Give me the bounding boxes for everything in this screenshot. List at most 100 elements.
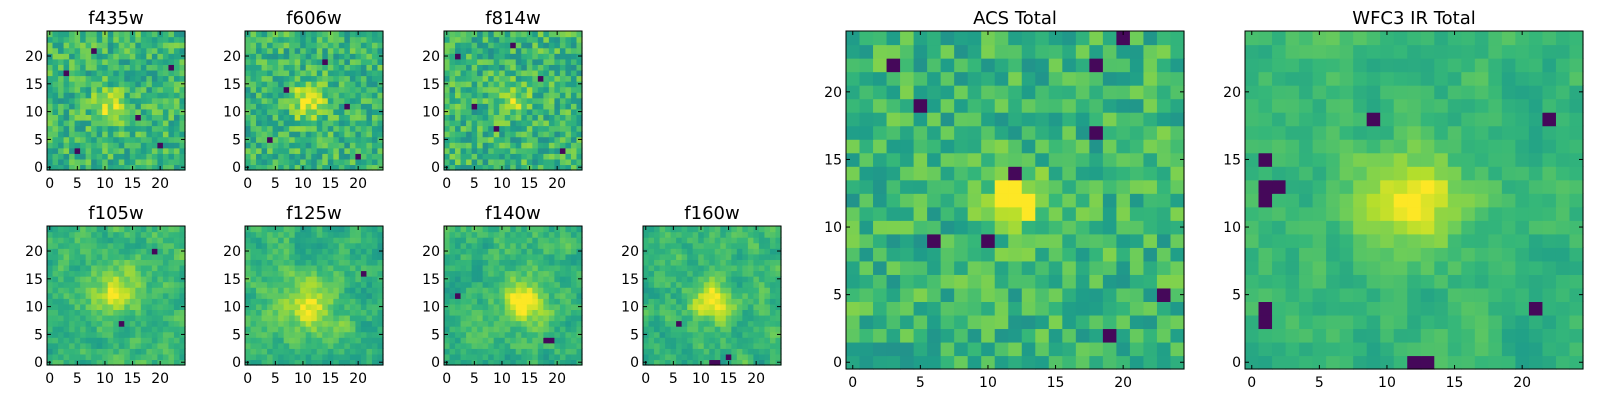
heatmap-cell (349, 231, 356, 238)
heatmap-cell (532, 81, 539, 88)
heatmap-cell (85, 92, 92, 99)
heatmap-cell (709, 359, 716, 366)
heatmap-cell (140, 42, 147, 49)
heatmap-cell (316, 259, 323, 266)
heatmap-cell (107, 326, 114, 333)
heatmap-cell (371, 153, 379, 160)
heatmap-cell (548, 314, 555, 322)
heatmap-cell (482, 298, 489, 305)
heatmap-cell (886, 152, 901, 167)
heatmap-cell (477, 309, 484, 316)
heatmap-cell (526, 253, 533, 260)
heatmap-cell (554, 36, 561, 43)
heatmap-cell (654, 298, 661, 305)
heatmap-cell (267, 248, 274, 255)
heatmap-cell (499, 147, 506, 154)
heatmap-cell (283, 131, 290, 138)
heatmap-cell (515, 276, 522, 283)
heatmap-cell (261, 114, 268, 121)
heatmap-cell (162, 248, 170, 255)
heatmap-cell (521, 103, 528, 110)
heatmap-cell (250, 142, 257, 149)
heatmap-cell (681, 264, 688, 272)
heatmap-cell (927, 355, 942, 370)
heatmap-cell (654, 331, 661, 338)
heatmap-cell (488, 309, 495, 316)
heatmap-cell (300, 153, 307, 160)
heatmap-cell (859, 301, 874, 316)
heatmap-cell (449, 342, 456, 349)
heatmap-cell (140, 142, 147, 149)
heatmap-cell (124, 136, 131, 143)
heatmap-cell (482, 248, 489, 255)
heatmap-cell (477, 264, 484, 272)
heatmap-cell (261, 81, 268, 88)
heatmap-cell (140, 226, 147, 233)
heatmap-cell (725, 276, 732, 283)
heatmap-cell (366, 103, 373, 110)
heatmap-cell (499, 281, 506, 288)
heatmap-cell (493, 287, 500, 294)
heatmap-cell (74, 108, 81, 115)
heatmap-cell (146, 348, 153, 355)
heatmap-cell (333, 242, 340, 249)
heatmap-cell (455, 303, 462, 310)
heatmap-cell (676, 303, 683, 310)
heatmap-cell (720, 259, 727, 266)
heatmap-cell (504, 237, 511, 244)
heatmap-cell (1143, 220, 1158, 235)
heatmap-cell (338, 31, 345, 38)
heatmap-cell (477, 226, 484, 233)
heatmap-cell (670, 342, 677, 349)
heatmap-cell (703, 231, 710, 238)
heatmap-cell (113, 309, 120, 316)
heatmap-cell (261, 164, 268, 171)
heatmap-cell (477, 331, 484, 338)
heatmap-cell (455, 114, 462, 121)
heatmap-cell (124, 147, 131, 154)
heatmap-cell (659, 231, 666, 238)
heatmap-cell (846, 206, 861, 221)
heatmap-cell (80, 58, 87, 65)
heatmap-cell (366, 309, 373, 316)
heatmap-cell (471, 337, 478, 344)
heatmap-cell (559, 153, 567, 160)
heatmap-cell (124, 292, 131, 299)
heatmap-cell (151, 226, 158, 233)
heatmap-cell (52, 75, 59, 82)
heatmap-cell (665, 348, 672, 355)
heatmap-cell (444, 320, 451, 327)
heatmap-cell (460, 348, 467, 355)
heatmap-cell (692, 259, 699, 266)
heatmap-cell (102, 270, 109, 277)
heatmap-cell (85, 47, 92, 54)
heatmap-cell (670, 242, 677, 249)
heatmap-cell (118, 42, 125, 49)
heatmap-cell (294, 348, 301, 355)
heatmap-cell (366, 298, 373, 305)
heatmap-cell (377, 314, 384, 322)
heatmap-cell (168, 292, 175, 299)
heatmap-cell (338, 114, 345, 121)
heatmap-cell (250, 348, 257, 355)
heatmap-cell (504, 231, 511, 238)
heatmap-cell (344, 237, 351, 244)
heatmap-cell (747, 309, 754, 316)
heatmap-cell (113, 136, 120, 143)
heatmap-cell (91, 119, 98, 127)
heatmap-cell (665, 314, 672, 322)
heatmap-cell (967, 274, 982, 289)
heatmap-cell (74, 320, 81, 327)
heatmap-cell (52, 81, 59, 88)
heatmap-cell (720, 353, 727, 361)
heatmap-cell (940, 166, 955, 181)
heatmap-cell (69, 153, 76, 160)
heatmap-cell (687, 342, 694, 349)
y-tick-label: 10 (25, 300, 43, 316)
heatmap-cell (913, 152, 928, 167)
heatmap-cell (333, 359, 340, 366)
heatmap-cell (477, 303, 484, 310)
heatmap-cell (179, 31, 186, 38)
heatmap-cell (91, 337, 98, 344)
heatmap-cell (692, 314, 699, 322)
